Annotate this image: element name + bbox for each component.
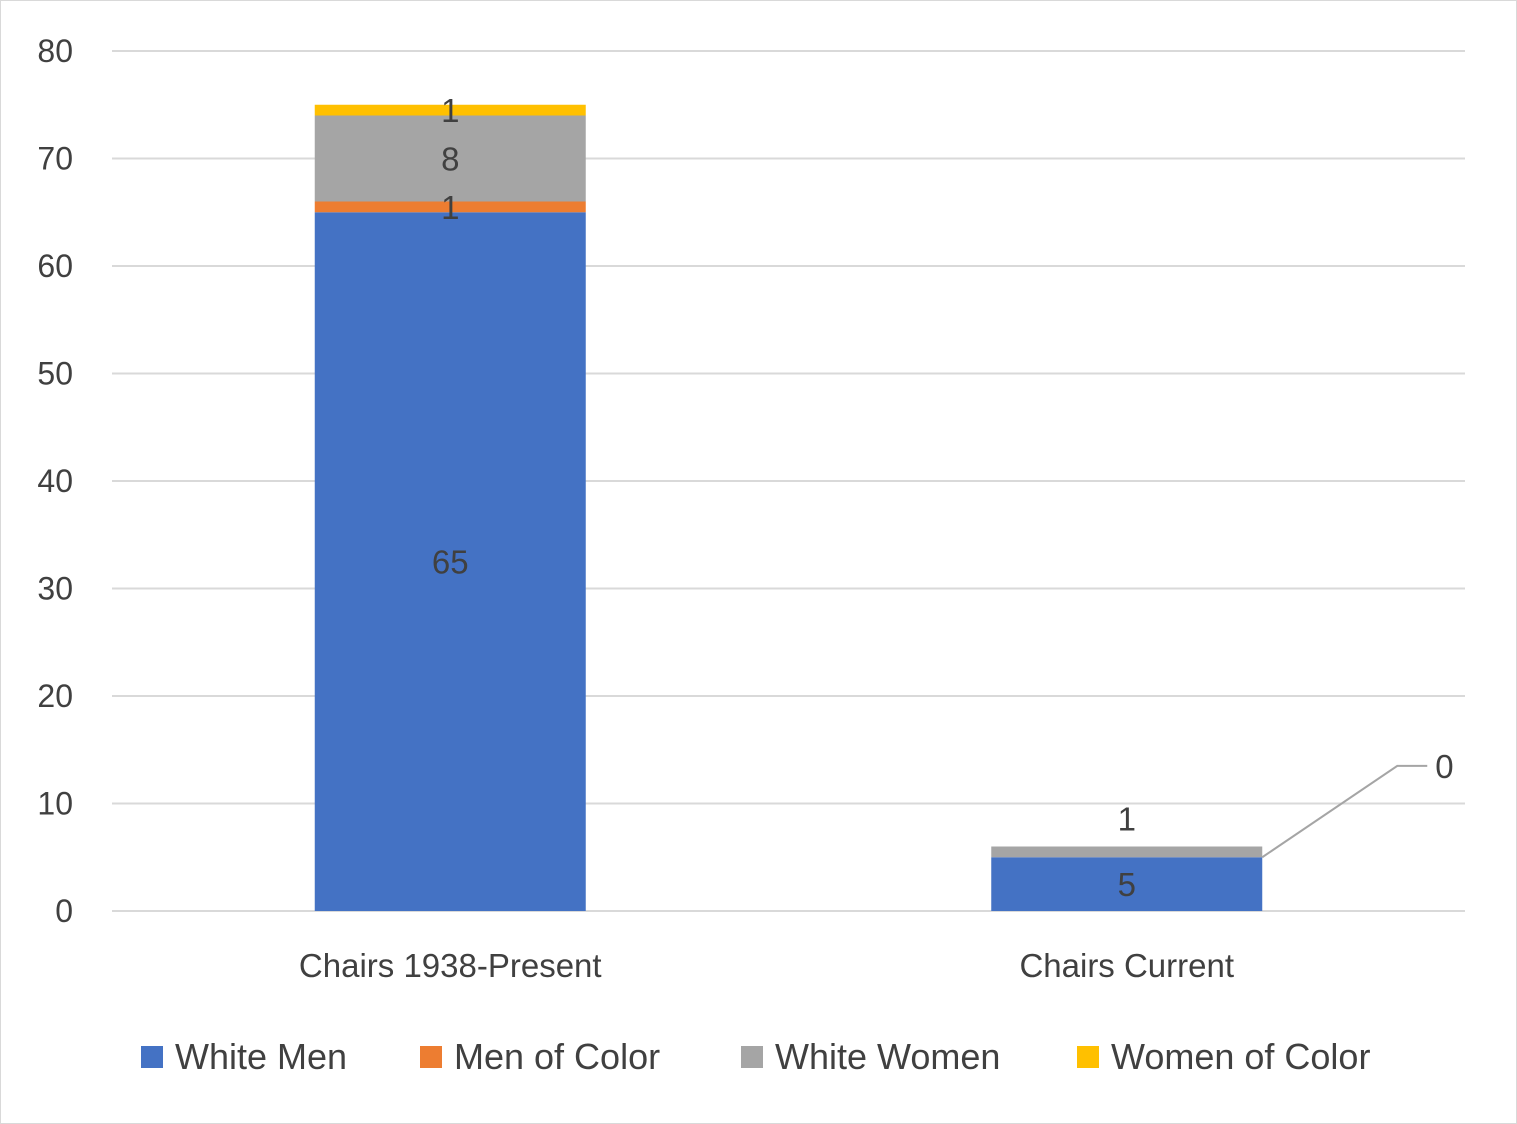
x-axis-category-labels: Chairs 1938-Present Chairs Current <box>299 947 1234 984</box>
legend: White Men Men of Color White Women Women of… <box>141 1036 1370 1077</box>
y-tick-label: 40 <box>37 463 73 499</box>
data-label: 1 <box>441 92 459 129</box>
bar-segment <box>314 115 586 202</box>
y-tick-label: 0 <box>55 893 73 929</box>
bar-segment <box>314 212 586 911</box>
legend-label: Men of Color <box>454 1036 660 1077</box>
legend-label: Women of Color <box>1111 1036 1370 1077</box>
data-label: 65 <box>432 544 469 581</box>
y-tick-label: 20 <box>37 678 73 714</box>
legend-label: White Women <box>775 1036 1000 1077</box>
x-category-label: Chairs 1938-Present <box>299 947 602 984</box>
legend-swatch <box>420 1046 442 1068</box>
data-label: 5 <box>1118 866 1136 903</box>
bars <box>314 104 1263 911</box>
y-tick-label: 80 <box>37 33 73 69</box>
bar-segment <box>991 846 1263 858</box>
y-axis-tick-labels: 0 10 20 30 40 50 60 70 80 <box>37 33 73 929</box>
legend-swatch <box>1077 1046 1099 1068</box>
y-tick-label: 10 <box>37 786 73 822</box>
bar-segment <box>991 857 1263 911</box>
data-label: 8 <box>441 141 459 178</box>
data-label: 1 <box>1118 801 1136 838</box>
y-tick-label: 30 <box>37 571 73 607</box>
x-category-label: Chairs Current <box>1019 947 1234 984</box>
legend-swatch <box>741 1046 763 1068</box>
callout-leader-line <box>1261 764 1428 859</box>
y-tick-label: 70 <box>37 141 73 177</box>
legend-swatch <box>141 1046 163 1068</box>
data-label: 1 <box>441 189 459 226</box>
data-label: 0 <box>1435 748 1453 785</box>
y-tick-label: 60 <box>37 248 73 284</box>
bar-segment <box>314 201 586 213</box>
legend-label: White Men <box>175 1036 347 1077</box>
bar-segment <box>314 104 586 116</box>
y-tick-label: 50 <box>37 356 73 392</box>
